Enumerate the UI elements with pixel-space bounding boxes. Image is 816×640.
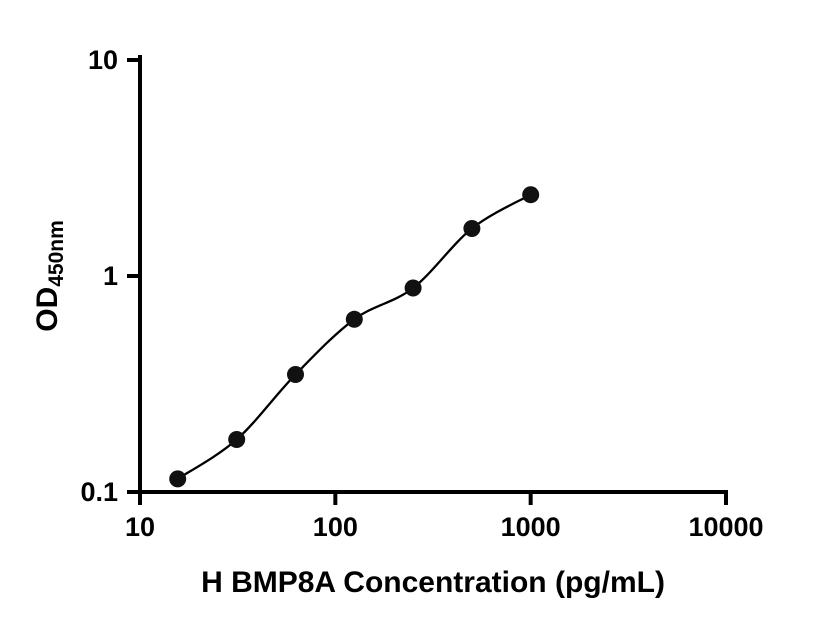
data-point (463, 220, 481, 237)
plot-layer (169, 186, 540, 488)
data-point (522, 186, 540, 204)
data-point (169, 470, 187, 488)
y-axis-title-subscript: 450nm (45, 220, 68, 287)
x-tick-label: 10 (125, 512, 155, 542)
data-point (404, 279, 422, 297)
y-tick-label: 0.1 (80, 477, 118, 507)
axes-layer: 10 100 1000 10000 0.1 1 10 (80, 45, 763, 542)
y-axis-title-main: OD (31, 287, 64, 332)
y-axis-title: OD450nm (31, 220, 68, 332)
data-point (287, 366, 304, 383)
x-tick-label: 1000 (501, 512, 561, 542)
y-tick-label: 10 (88, 45, 118, 75)
y-tick-label: 1 (103, 261, 118, 291)
data-point (228, 431, 246, 448)
data-point (345, 310, 363, 328)
x-tick-label: 100 (313, 512, 358, 542)
x-axis-title: H BMP8A Concentration (pg/mL) (201, 566, 665, 599)
x-tick-label: 10000 (688, 512, 763, 542)
